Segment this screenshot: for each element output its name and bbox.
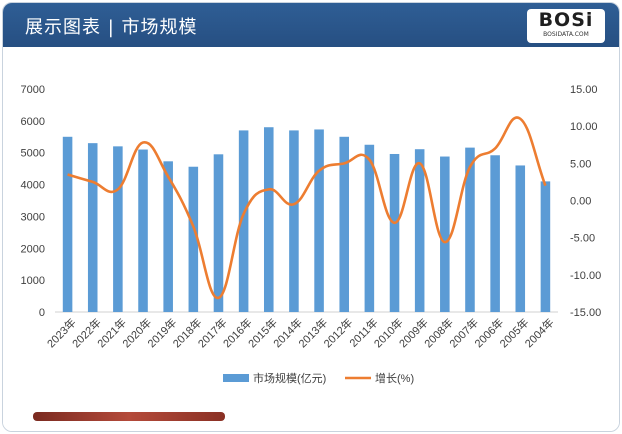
y-right-tick-label: 10.00 [570, 121, 598, 133]
chart-area: 0 1000 2000 3000 4000 5000 6000 7000 -15.00 -10.0… [3, 47, 619, 431]
y-left-tick-label: 1000 [21, 275, 45, 287]
bar [465, 147, 475, 312]
footer-accent-bar [33, 412, 225, 421]
y-right-tick-label: 15.00 [570, 84, 598, 96]
y-left-tick-label: 7000 [21, 84, 45, 96]
y-left-tick-label: 0 [39, 307, 45, 319]
growth-line [67, 116, 547, 300]
bar [490, 155, 500, 312]
x-tick-label: 2004年 [522, 315, 557, 350]
y-left-tick-label: 3000 [21, 211, 45, 223]
bar [87, 143, 98, 312]
bar [364, 144, 375, 312]
legend-line-label: 增长(%) [375, 371, 414, 385]
y-right-tick-label: -15.00 [570, 307, 601, 319]
combo-chart: 0 1000 2000 3000 4000 5000 6000 7000 -15.00 -10.0… [21, 84, 602, 385]
bar [289, 130, 299, 312]
logo-subtext: BOSIDATA.COM [543, 31, 589, 38]
y-left-tick-label: 4000 [21, 180, 45, 192]
legend-bar-label: 市场规模(亿元) [253, 371, 326, 385]
bar [163, 161, 173, 312]
y-left-tick-label: 2000 [21, 243, 45, 255]
bar [314, 129, 324, 312]
logo-text: BOSi [538, 9, 594, 31]
y-right-tick-label: -10.00 [570, 270, 601, 282]
bar [515, 165, 526, 312]
y-right-tick-label: 5.00 [570, 158, 591, 170]
bar [213, 154, 224, 312]
header-bar: 展示图表 | 市场规模 BOSi BOSIDATA.COM [3, 3, 619, 47]
y-right-tick-label: -5.00 [570, 233, 595, 245]
bar [540, 181, 551, 312]
bar [440, 156, 450, 312]
bar [414, 149, 425, 312]
bar [238, 130, 249, 312]
bar [113, 146, 123, 312]
bar [62, 136, 73, 312]
bar [138, 149, 148, 312]
legend-bar-swatch [223, 374, 249, 382]
bar [389, 153, 400, 312]
brand-logo: BOSi BOSIDATA.COM [527, 9, 605, 43]
y-right-tick-label: 0.00 [570, 196, 591, 208]
y-left-tick-label: 5000 [21, 148, 45, 160]
bar [188, 166, 199, 312]
bar [263, 127, 274, 312]
bar [339, 136, 350, 312]
page-title: 展示图表 | 市场规模 [25, 17, 198, 38]
y-left-tick-label: 6000 [21, 116, 45, 128]
